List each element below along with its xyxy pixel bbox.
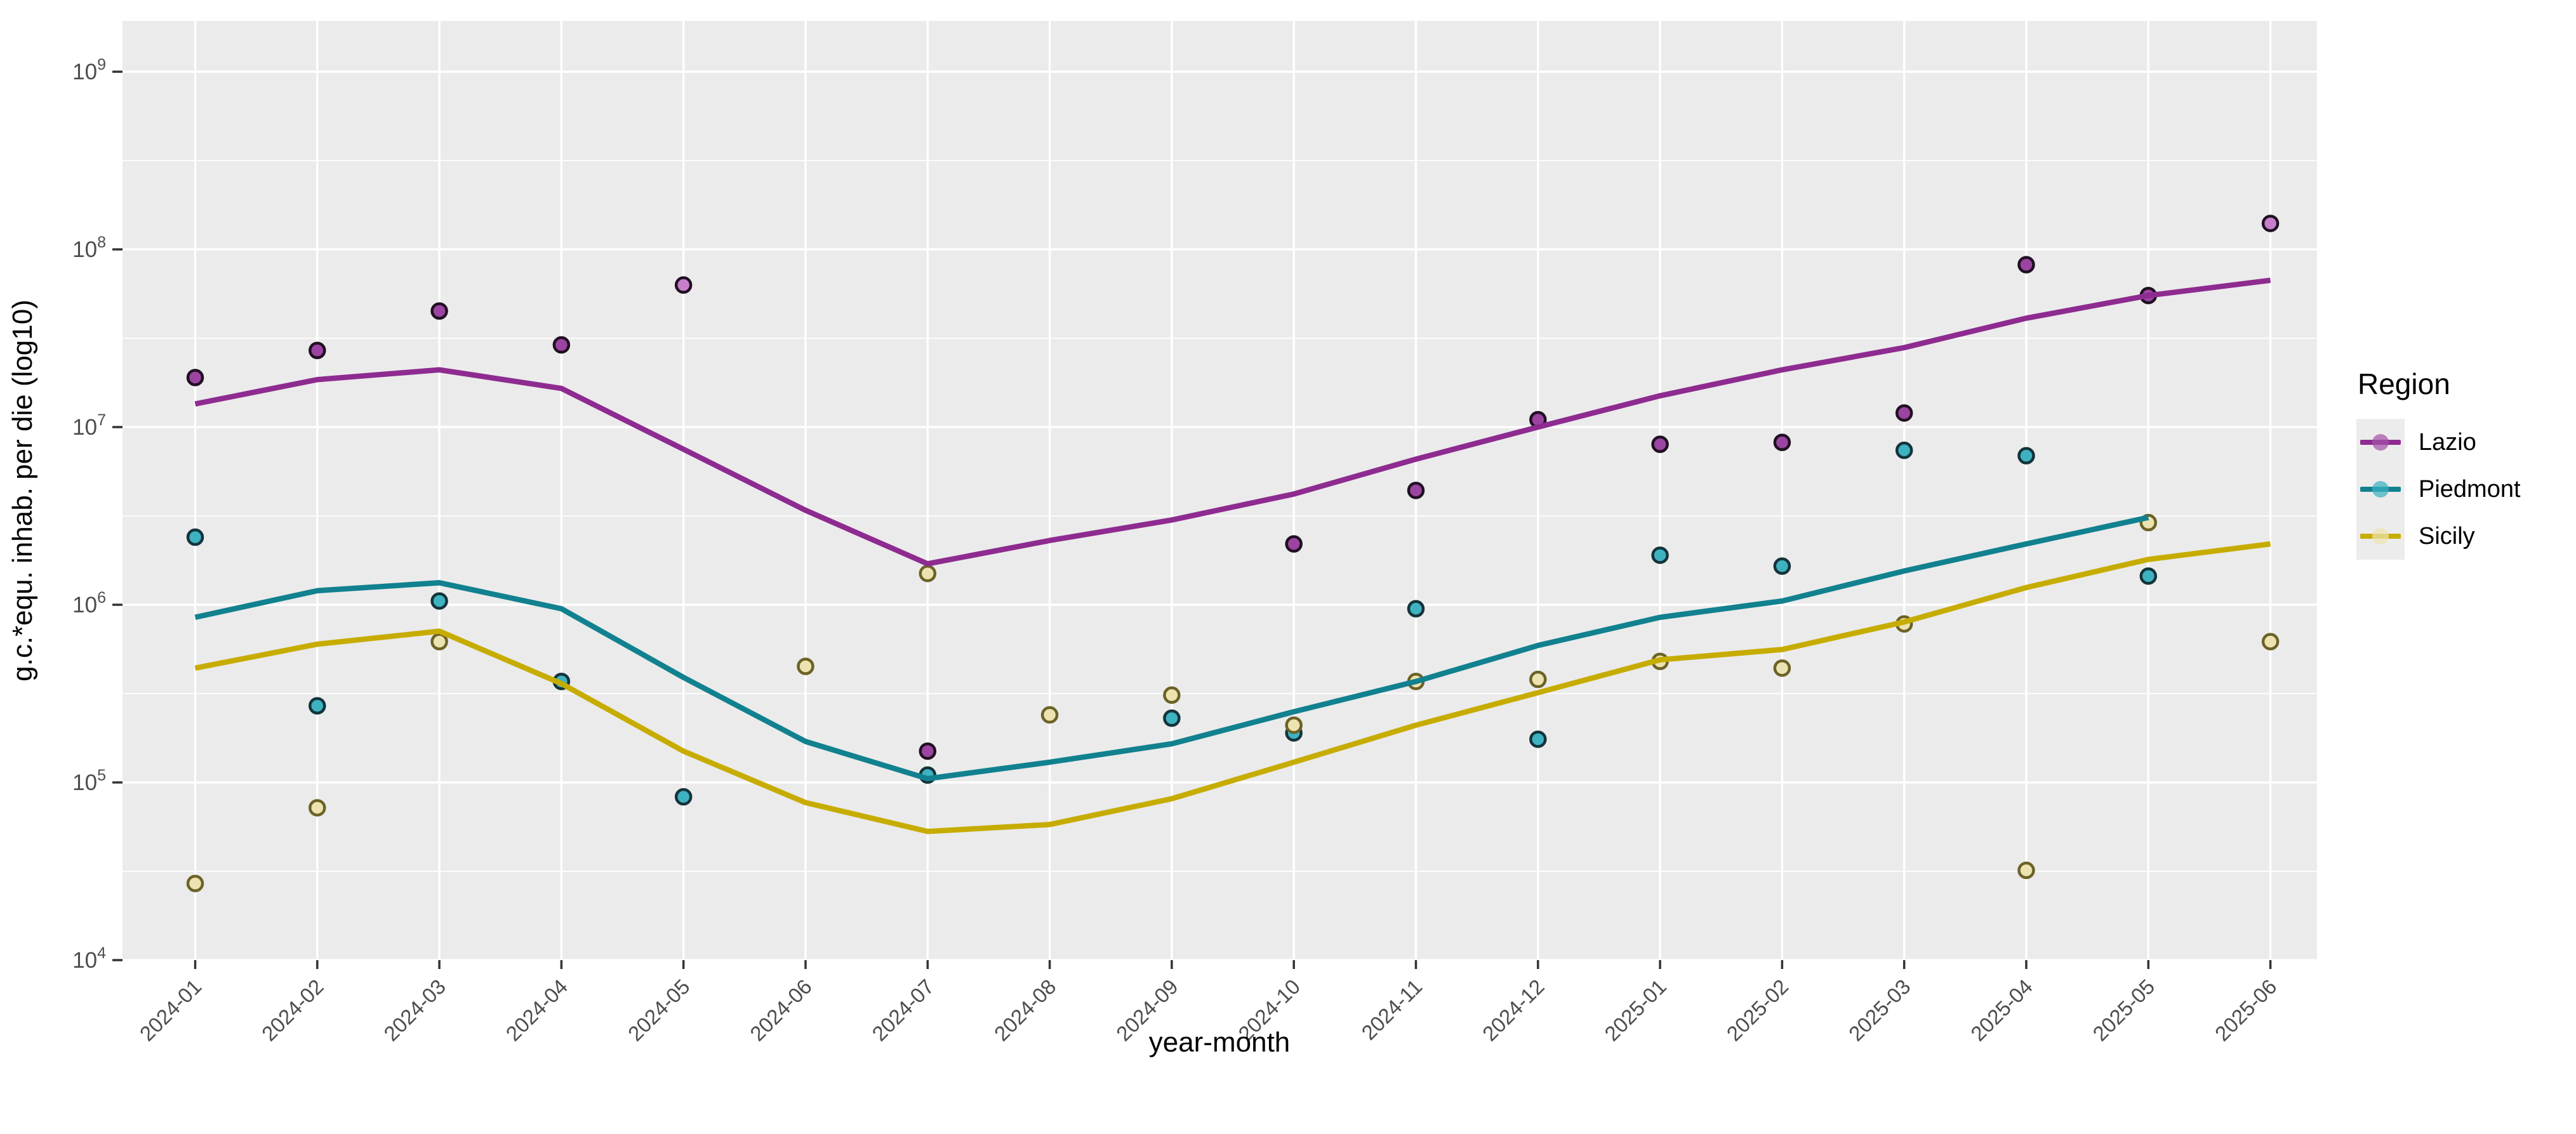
legend-key-point-icon bbox=[2372, 434, 2389, 451]
data-point-piedmont bbox=[186, 528, 204, 546]
trend-line-lazio bbox=[194, 277, 2271, 567]
data-point-lazio bbox=[186, 369, 204, 386]
y-tick-label: 109 bbox=[72, 56, 106, 84]
data-point-lazio bbox=[674, 276, 693, 294]
data-point-lazio bbox=[430, 302, 448, 320]
legend-item-sicily: Sicily bbox=[2356, 513, 2576, 560]
data-point-sicily bbox=[2261, 633, 2280, 650]
legend-item-lazio: Lazio bbox=[2356, 419, 2576, 466]
data-point-piedmont bbox=[1773, 557, 1791, 575]
x-tick-label: 2025-01 bbox=[1600, 975, 1671, 1046]
data-point-piedmont bbox=[2017, 447, 2035, 465]
legend-label: Sicily bbox=[2419, 522, 2475, 550]
legend-key-swatch bbox=[2356, 466, 2405, 513]
data-point-lazio bbox=[1773, 433, 1791, 451]
data-point-piedmont bbox=[1529, 730, 1547, 748]
y-axis-title-text: g.c.*equ. inhab. per die (log10) bbox=[7, 300, 38, 682]
x-tick-label: 2025-06 bbox=[2210, 975, 2281, 1046]
x-tick-label: 2024-05 bbox=[623, 975, 694, 1046]
x-tick-label: 2024-02 bbox=[257, 975, 328, 1046]
legend: Region Lazio Piedmont Sicily bbox=[2356, 367, 2576, 560]
x-tick-label: 2024-06 bbox=[745, 975, 816, 1046]
legend-key-swatch bbox=[2356, 419, 2405, 466]
data-point-lazio bbox=[309, 341, 326, 359]
data-point-lazio bbox=[919, 742, 937, 760]
y-tick-label: 108 bbox=[72, 234, 106, 262]
data-point-sicily bbox=[919, 564, 937, 583]
y-tick-label: 107 bbox=[72, 411, 106, 440]
data-point-piedmont bbox=[1163, 709, 1181, 727]
legend-items: Lazio Piedmont Sicily bbox=[2356, 419, 2576, 560]
legend-key-point-icon bbox=[2372, 528, 2389, 544]
data-point-sicily bbox=[1285, 716, 1303, 734]
trend-line-sicily bbox=[194, 541, 2271, 834]
data-point-sicily bbox=[186, 874, 204, 892]
data-point-lazio bbox=[1407, 482, 1425, 499]
legend-title: Region bbox=[2358, 367, 2450, 400]
data-point-sicily bbox=[2017, 861, 2035, 880]
data-point-sicily bbox=[1773, 659, 1791, 677]
data-point-piedmont bbox=[430, 592, 448, 610]
data-point-piedmont bbox=[1407, 600, 1425, 617]
data-point-piedmont bbox=[2139, 567, 2158, 585]
legend-label: Lazio bbox=[2419, 428, 2476, 456]
data-point-piedmont bbox=[1895, 441, 1913, 459]
x-tick-label: 2024-01 bbox=[135, 975, 206, 1046]
x-tick-label: 2025-03 bbox=[1844, 975, 1915, 1046]
data-point-lazio bbox=[2261, 214, 2280, 232]
x-tick-label: 2024-07 bbox=[867, 975, 938, 1046]
trend-line-piedmont bbox=[194, 515, 2149, 782]
data-point-lazio bbox=[1895, 404, 1913, 422]
data-point-sicily bbox=[1529, 670, 1547, 689]
legend-key-point-icon bbox=[2372, 481, 2389, 498]
data-point-lazio bbox=[552, 336, 571, 354]
y-tick-label: 104 bbox=[72, 944, 106, 973]
data-point-sicily bbox=[430, 633, 448, 650]
x-tick-label: 2025-04 bbox=[1966, 975, 2037, 1046]
data-point-sicily bbox=[1040, 706, 1059, 724]
x-tick-label: 2024-03 bbox=[379, 975, 450, 1046]
x-tick-label: 2025-05 bbox=[2088, 975, 2159, 1046]
x-tick-label: 2024-12 bbox=[1478, 975, 1549, 1046]
legend-item-piedmont: Piedmont bbox=[2356, 466, 2576, 513]
y-tick-label: 106 bbox=[72, 589, 106, 617]
x-tick-label: 2024-08 bbox=[990, 975, 1061, 1046]
y-tick-label: 105 bbox=[72, 767, 106, 795]
x-tick-label: 2024-11 bbox=[1357, 975, 1426, 1045]
data-point-sicily bbox=[309, 799, 326, 817]
data-point-lazio bbox=[1651, 435, 1669, 453]
y-axis-title: g.c.*equ. inhab. per die (log10) bbox=[7, 300, 39, 682]
x-tick-label: 2025-02 bbox=[1722, 975, 1793, 1046]
data-point-lazio bbox=[2017, 256, 2035, 274]
data-point-piedmont bbox=[1651, 546, 1669, 564]
data-point-piedmont bbox=[309, 697, 326, 715]
data-point-piedmont bbox=[674, 788, 693, 806]
x-tick-label: 2024-04 bbox=[501, 975, 573, 1046]
panel-background bbox=[123, 21, 2317, 960]
data-point-lazio bbox=[1285, 535, 1303, 553]
data-point-sicily bbox=[1163, 686, 1181, 704]
legend-key-swatch bbox=[2356, 513, 2405, 560]
legend-label: Piedmont bbox=[2419, 475, 2521, 503]
data-point-sicily bbox=[797, 657, 814, 675]
x-axis-title: year-month bbox=[1148, 1027, 1291, 1058]
